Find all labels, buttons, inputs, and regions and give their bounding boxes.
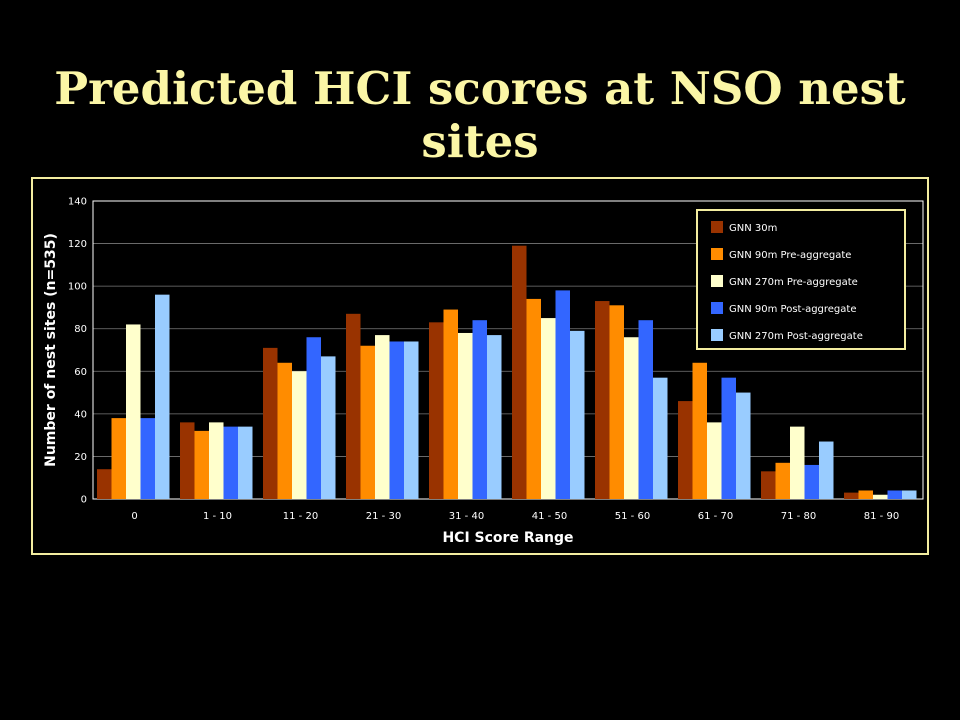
legend-swatch — [711, 302, 723, 314]
bar-5-10 — [902, 490, 917, 499]
slide-title: Predicted HCI scores at NSO nest sites — [54, 62, 906, 168]
x-tick-label: 21 - 30 — [366, 511, 401, 522]
bar-4-7 — [638, 320, 653, 499]
bar-2-1 — [111, 418, 126, 499]
bar-3-3 — [292, 371, 307, 499]
bar-3-2 — [209, 422, 224, 499]
bar-3-8 — [707, 422, 722, 499]
bar-1-5 — [429, 322, 444, 499]
bar-4-6 — [555, 290, 570, 499]
bar-1-6 — [512, 245, 527, 499]
bar-2-4 — [360, 345, 375, 499]
x-tick-label: 11 - 20 — [283, 511, 318, 522]
y-tick-label: 140 — [68, 197, 87, 208]
x-axis-ticks: 0 1 - 10 11 - 20 21 - 30 31 - 40 41 - 50 51 - … — [131, 511, 899, 522]
bar-3-7 — [624, 337, 639, 499]
bar-5-2 — [238, 426, 253, 499]
x-axis-title: HCI Score Range — [442, 530, 573, 546]
y-tick-label: 80 — [74, 324, 87, 335]
y-tick-label: 20 — [74, 452, 87, 463]
bar-3-5 — [458, 332, 473, 499]
bar-5-1 — [155, 294, 170, 499]
bar-3-1 — [126, 324, 141, 499]
bar-5-8 — [736, 392, 751, 499]
legend-label: GNN 90m Post-aggregate — [729, 304, 856, 315]
x-tick-label: 71 - 80 — [781, 511, 816, 522]
y-tick-label: 60 — [74, 367, 87, 378]
bar-3-10 — [873, 494, 888, 499]
legend-swatch — [711, 248, 723, 260]
x-tick-label: 81 - 90 — [864, 511, 899, 522]
bar-2-8 — [692, 362, 707, 499]
bar-2-6 — [526, 298, 541, 499]
y-axis-title: Number of nest sites (n=535) — [43, 233, 59, 467]
bar-2-3 — [277, 362, 292, 499]
bar-4-3 — [306, 337, 321, 499]
bar-4-10 — [887, 490, 902, 499]
legend-swatch — [711, 221, 723, 233]
bar-5-9 — [819, 441, 834, 499]
bar-1-7 — [595, 301, 610, 499]
x-tick-label: 1 - 10 — [203, 511, 232, 522]
bar-2-2 — [194, 430, 209, 499]
bar-1-9 — [761, 471, 776, 499]
bar-5-5 — [487, 335, 502, 499]
bar-1-2 — [180, 422, 195, 499]
legend-label: GNN 90m Pre-aggregate — [729, 250, 851, 261]
bar-4-5 — [472, 320, 487, 499]
bar-4-1 — [140, 418, 155, 499]
bar-5-4 — [404, 341, 419, 499]
bar-1-10 — [844, 492, 859, 499]
legend-swatch — [711, 275, 723, 287]
bar-5-3 — [321, 356, 336, 499]
y-tick-label: 40 — [74, 409, 87, 420]
bar-1-4 — [346, 313, 361, 499]
x-tick-label: 61 - 70 — [698, 511, 733, 522]
bar-4-8 — [721, 377, 736, 499]
legend-label: GNN 270m Pre-aggregate — [729, 277, 858, 288]
x-tick-label: 0 — [131, 511, 137, 522]
bar-1-1 — [97, 469, 112, 499]
y-axis-ticks: 0 20 40 60 80 100 120 140 — [68, 197, 87, 506]
legend-label: GNN 30m — [729, 223, 777, 234]
y-tick-label: 0 — [81, 495, 87, 506]
bars — [97, 245, 917, 499]
x-tick-label: 31 - 40 — [449, 511, 484, 522]
bar-5-7 — [653, 377, 668, 499]
legend-label: GNN 270m Post-aggregate — [729, 331, 863, 342]
bar-4-2 — [223, 426, 238, 499]
bar-3-4 — [375, 335, 390, 499]
y-tick-label: 100 — [68, 282, 87, 293]
bar-2-9 — [775, 462, 790, 499]
chart-frame: 0 20 40 60 80 100 120 140 0 1 - 10 11 - 20 21 - 30… — [31, 177, 929, 555]
x-tick-label: 41 - 50 — [532, 511, 567, 522]
plot-area — [92, 200, 924, 500]
bar-5-6 — [570, 330, 585, 499]
bar-2-5 — [443, 309, 458, 499]
y-tick-label: 120 — [68, 239, 87, 250]
bar-3-9 — [790, 426, 805, 499]
legend-box — [696, 209, 906, 350]
bar-4-9 — [804, 464, 819, 499]
bar-2-10 — [858, 490, 873, 499]
x-tick-label: 51 - 60 — [615, 511, 650, 522]
legend-swatch — [711, 329, 723, 341]
bar-2-7 — [609, 305, 624, 499]
bar-4-4 — [389, 341, 404, 499]
bar-1-3 — [263, 347, 278, 499]
bar-3-6 — [541, 318, 556, 499]
legend: GNN 30m GNN 90m Pre-aggregate GNN 270m Pre… — [696, 209, 906, 350]
bar-chart: 0 20 40 60 80 100 120 140 0 1 - 10 11 - 20 21 - 30… — [43, 197, 924, 546]
bar-1-8 — [678, 401, 693, 499]
